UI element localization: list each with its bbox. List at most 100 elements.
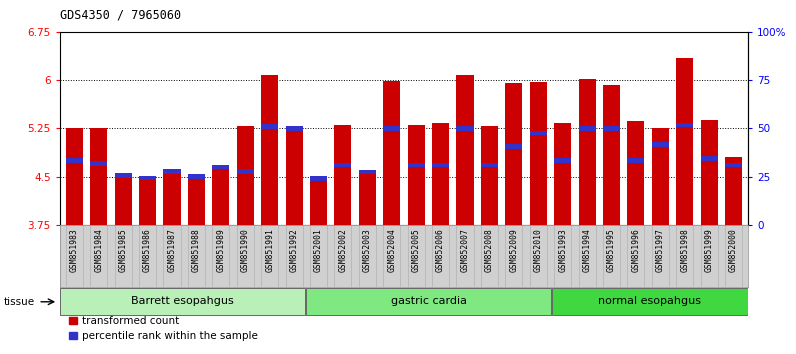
FancyBboxPatch shape [310, 225, 327, 287]
FancyBboxPatch shape [552, 288, 747, 315]
Bar [603, 85, 620, 225]
Text: GSM852002: GSM852002 [338, 228, 347, 272]
Bar [627, 158, 645, 163]
Bar [115, 175, 131, 225]
Bar [334, 163, 352, 167]
FancyBboxPatch shape [90, 225, 107, 287]
Text: GSM852004: GSM852004 [388, 228, 396, 272]
Text: tissue: tissue [4, 297, 35, 307]
FancyBboxPatch shape [115, 225, 131, 287]
Legend: transformed count, percentile rank within the sample: transformed count, percentile rank withi… [65, 312, 262, 345]
Text: GSM852008: GSM852008 [485, 228, 494, 272]
Text: GSM851983: GSM851983 [70, 228, 79, 272]
Text: GSM852001: GSM852001 [314, 228, 323, 272]
Bar [286, 126, 302, 131]
FancyBboxPatch shape [139, 225, 156, 287]
Text: Barrett esopahgus: Barrett esopahgus [131, 296, 234, 306]
Text: GSM851999: GSM851999 [704, 228, 714, 272]
Text: normal esopahgus: normal esopahgus [599, 296, 701, 306]
Bar [652, 129, 669, 225]
Text: GSM851989: GSM851989 [217, 228, 225, 272]
Bar [236, 126, 254, 225]
Text: GSM851997: GSM851997 [656, 228, 665, 272]
Text: GSM851998: GSM851998 [681, 228, 689, 272]
Text: GSM851996: GSM851996 [631, 228, 641, 272]
Bar [188, 174, 205, 179]
FancyBboxPatch shape [261, 225, 279, 287]
Bar [188, 177, 205, 225]
Text: GSM851993: GSM851993 [558, 228, 568, 272]
Bar [481, 126, 498, 225]
FancyBboxPatch shape [529, 225, 547, 287]
Bar [139, 176, 156, 180]
Bar [383, 126, 400, 131]
Bar [115, 173, 131, 177]
Bar [90, 129, 107, 225]
FancyBboxPatch shape [163, 225, 181, 287]
Text: GSM852000: GSM852000 [729, 228, 738, 272]
FancyBboxPatch shape [627, 225, 645, 287]
Bar [383, 81, 400, 225]
Text: gastric cardia: gastric cardia [391, 296, 466, 306]
Text: GSM851990: GSM851990 [240, 228, 250, 272]
Bar [652, 142, 669, 147]
Bar [432, 123, 449, 225]
Bar [432, 163, 449, 167]
Bar [627, 121, 645, 225]
Bar [579, 79, 595, 225]
Bar [603, 126, 620, 131]
FancyBboxPatch shape [432, 225, 449, 287]
FancyBboxPatch shape [60, 288, 305, 315]
Text: GSM851984: GSM851984 [94, 228, 103, 272]
Text: GSM852010: GSM852010 [534, 228, 543, 272]
Bar [579, 126, 595, 131]
Text: GSM851992: GSM851992 [290, 228, 298, 272]
Bar [261, 124, 279, 129]
Text: GSM851995: GSM851995 [607, 228, 616, 272]
FancyBboxPatch shape [408, 225, 425, 287]
FancyBboxPatch shape [306, 288, 551, 315]
FancyBboxPatch shape [652, 225, 669, 287]
FancyBboxPatch shape [66, 225, 83, 287]
FancyBboxPatch shape [383, 225, 400, 287]
Bar [529, 82, 547, 225]
Text: GSM852006: GSM852006 [436, 228, 445, 272]
Text: GSM852003: GSM852003 [363, 228, 372, 272]
Text: GSM851985: GSM851985 [119, 228, 127, 272]
FancyBboxPatch shape [700, 225, 718, 287]
Bar [408, 125, 425, 225]
FancyBboxPatch shape [579, 225, 595, 287]
FancyBboxPatch shape [359, 225, 376, 287]
Text: GSM851987: GSM851987 [167, 228, 177, 272]
Bar [554, 158, 572, 163]
Bar [725, 163, 742, 167]
FancyBboxPatch shape [334, 225, 352, 287]
Bar [286, 129, 302, 225]
Bar [66, 129, 83, 225]
Text: GSM852009: GSM852009 [509, 228, 518, 272]
Bar [505, 83, 522, 225]
FancyBboxPatch shape [286, 225, 302, 287]
Bar [213, 165, 229, 169]
Bar [481, 163, 498, 167]
Bar [700, 156, 718, 161]
Text: GSM851994: GSM851994 [583, 228, 591, 272]
Text: GDS4350 / 7965060: GDS4350 / 7965060 [60, 9, 181, 22]
Bar [408, 163, 425, 167]
Bar [261, 75, 279, 225]
FancyBboxPatch shape [677, 225, 693, 287]
Bar [529, 131, 547, 135]
Bar [505, 144, 522, 149]
FancyBboxPatch shape [603, 225, 620, 287]
Bar [310, 176, 327, 181]
Bar [310, 178, 327, 225]
Bar [163, 169, 181, 174]
FancyBboxPatch shape [481, 225, 498, 287]
Text: GSM851991: GSM851991 [265, 228, 274, 272]
Text: GSM851986: GSM851986 [143, 228, 152, 272]
Bar [163, 171, 181, 225]
FancyBboxPatch shape [554, 225, 572, 287]
FancyBboxPatch shape [236, 225, 254, 287]
Bar [359, 172, 376, 225]
Bar [554, 123, 572, 225]
